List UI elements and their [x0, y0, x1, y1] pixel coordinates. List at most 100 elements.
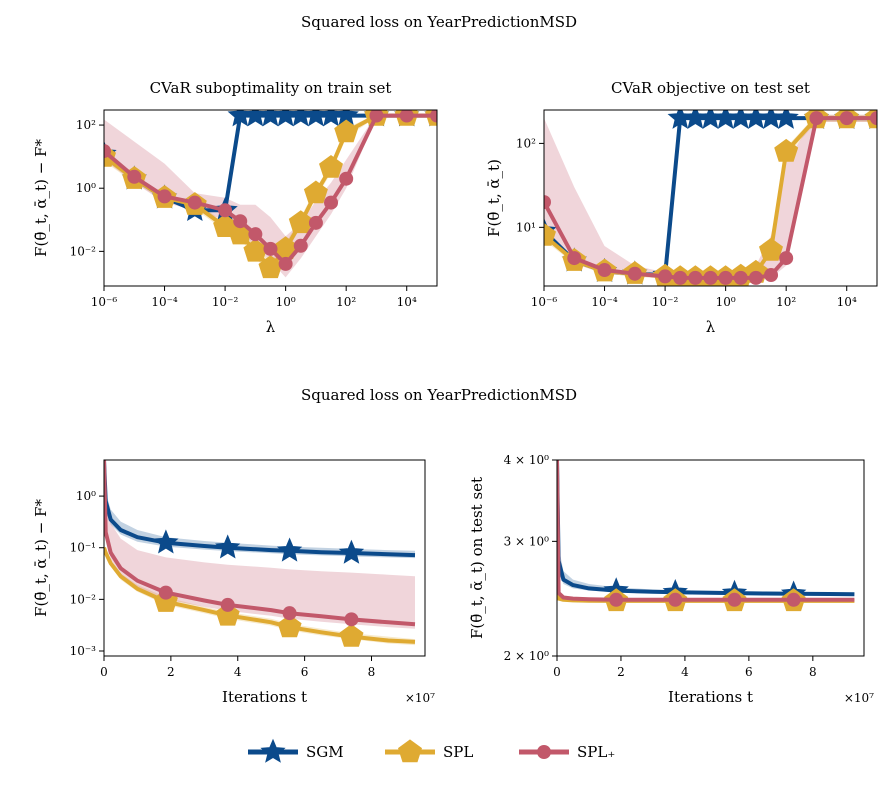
marker-SPL_plus — [727, 592, 742, 607]
marker-SPL_plus — [293, 238, 308, 253]
marker-SPL — [339, 623, 364, 647]
marker-SPL_plus — [263, 241, 278, 256]
panel-title: CVaR suboptimality on train set — [150, 79, 392, 97]
marker-SPL_plus — [220, 597, 235, 612]
legend-label: SGM — [306, 743, 344, 761]
marker-SPL_plus — [609, 592, 624, 607]
y-tick-label: 10⁻² — [70, 244, 97, 258]
plot-area — [104, 110, 437, 279]
chart-panel-3: 0 2 4 6 8 10⁻³ 10⁻² 10⁻¹ 10⁰ Iterations t ×10⁷ F(θ̄… — [32, 459, 435, 706]
line-SPL_plus — [104, 113, 437, 266]
y-tick-label: 4 × 10⁰ — [504, 453, 550, 467]
y-tick-label: 10² — [76, 118, 96, 132]
top-figure-title: Squared loss on YearPredictionMSD — [301, 13, 577, 31]
marker-SPL_plus — [668, 592, 683, 607]
legend: SGM SPL SPL₊ — [248, 738, 615, 763]
marker-SPL_plus — [870, 111, 877, 126]
y-axis-label: F(θ̄_t, ᾱ_t) − F* — [32, 139, 50, 257]
marker-SPL_plus — [369, 110, 384, 123]
marker-SPL_plus — [233, 214, 248, 229]
y-tick-label: 10² — [516, 136, 536, 150]
marker-SPL_plus — [399, 110, 414, 123]
line-SGM — [557, 460, 855, 597]
axes-frame — [103, 109, 438, 287]
marker-SPL — [277, 614, 302, 638]
marker-SPL_plus — [308, 215, 323, 230]
axes-frame — [103, 459, 426, 657]
x-axis-multiplier: ×10⁷ — [405, 691, 435, 705]
x-tick-label: 8 — [368, 665, 376, 679]
x-tick-label: 10⁻⁶ — [91, 295, 118, 309]
band-SPL_plus — [104, 114, 437, 278]
marker-SPL_plus — [218, 203, 233, 218]
x-tick-label: 6 — [301, 665, 309, 679]
marker-SPL_plus — [157, 189, 172, 204]
x-tick-label: 10⁰ — [716, 295, 736, 309]
x-tick-label: 10² — [336, 295, 356, 309]
marker-SPL_plus — [324, 195, 339, 210]
marker-SGM — [338, 539, 365, 564]
band-SPL_plus — [104, 460, 415, 629]
band-SPL_plus — [544, 114, 877, 280]
plot-area — [557, 460, 855, 612]
marker-SPL_plus — [248, 227, 263, 242]
marker-SPL — [544, 222, 556, 246]
y-tick-label: 10⁰ — [76, 489, 96, 503]
y-tick-label: 2 × 10⁰ — [504, 649, 550, 663]
chart-panel-4: 0 2 4 6 8 2 × 10⁰ 3 × 10⁰ 4 × 10⁰ Iterations t ×1… — [468, 453, 874, 706]
marker-SPL_plus — [809, 111, 824, 126]
x-axis-multiplier: ×10⁷ — [844, 691, 874, 705]
marker-SPL — [759, 237, 783, 261]
y-axis-label: F(θ̄_t, ᾱ_t) on test set — [468, 477, 486, 639]
marker-SPL_plus — [344, 612, 359, 627]
marker-SPL_plus — [567, 251, 582, 266]
marker-SPL_plus — [282, 606, 297, 621]
marker-SPL_plus — [779, 251, 794, 266]
chart-panels: 10⁻⁶ 10⁻⁴ 10⁻² 10⁰ 10² 10⁴ 10⁻² 10⁰ 10² CVaR subo… — [32, 79, 878, 706]
band-SGM — [557, 460, 855, 596]
line-SPL_plus — [557, 460, 855, 602]
legend-label: SPL₊ — [577, 743, 615, 761]
marker-SPL_plus — [627, 266, 642, 281]
marker-SPL_plus — [127, 169, 142, 184]
marker-SPL_plus — [688, 270, 703, 285]
y-tick-label: 3 × 10⁰ — [504, 534, 550, 548]
marker-SPL_plus — [733, 270, 748, 285]
x-axis-label: Iterations t — [668, 688, 753, 706]
plot-area — [544, 110, 877, 286]
marker-SPL — [303, 180, 328, 204]
legend-item-SPL: SPL — [385, 739, 473, 763]
y-tick-label: 10⁰ — [76, 181, 96, 195]
marker-SPL — [288, 210, 313, 234]
x-tick-label: 4 — [234, 665, 242, 679]
marker-SGM — [276, 537, 303, 562]
x-tick-label: 10⁻² — [212, 295, 239, 309]
marker-SPL_plus — [597, 263, 612, 278]
marker-SPL_plus — [658, 269, 673, 284]
y-tick-label: 10¹ — [516, 220, 536, 234]
x-tick-label: 0 — [553, 665, 561, 679]
marker-SGM — [215, 534, 241, 559]
legend-label: SPL — [443, 743, 473, 761]
mid-figure-title: Squared loss on YearPredictionMSD — [301, 386, 577, 404]
x-tick-label: 4 — [681, 665, 689, 679]
x-tick-label: 10⁻² — [652, 295, 679, 309]
x-tick-label: 10⁻⁴ — [151, 295, 178, 309]
x-axis-label: λ — [706, 318, 716, 336]
marker-SPL — [774, 138, 799, 162]
circle-icon — [537, 745, 551, 759]
marker-SPL_plus — [104, 144, 111, 159]
legend-item-SGM: SGM — [248, 738, 344, 763]
marker-SPL_plus — [718, 270, 733, 285]
x-tick-label: 10⁴ — [837, 295, 857, 309]
star-icon — [260, 738, 286, 763]
line-SPL_plus — [544, 116, 877, 280]
y-axis-label: F(θ̄_t, ᾱ_t) − F* — [32, 499, 50, 617]
x-axis-label: Iterations t — [222, 688, 307, 706]
marker-SPL — [334, 119, 359, 143]
x-axis-label: λ — [266, 318, 276, 336]
marker-SPL_plus — [786, 592, 801, 607]
panel-title: CVaR objective on test set — [611, 79, 810, 97]
marker-SPL_plus — [673, 270, 688, 285]
